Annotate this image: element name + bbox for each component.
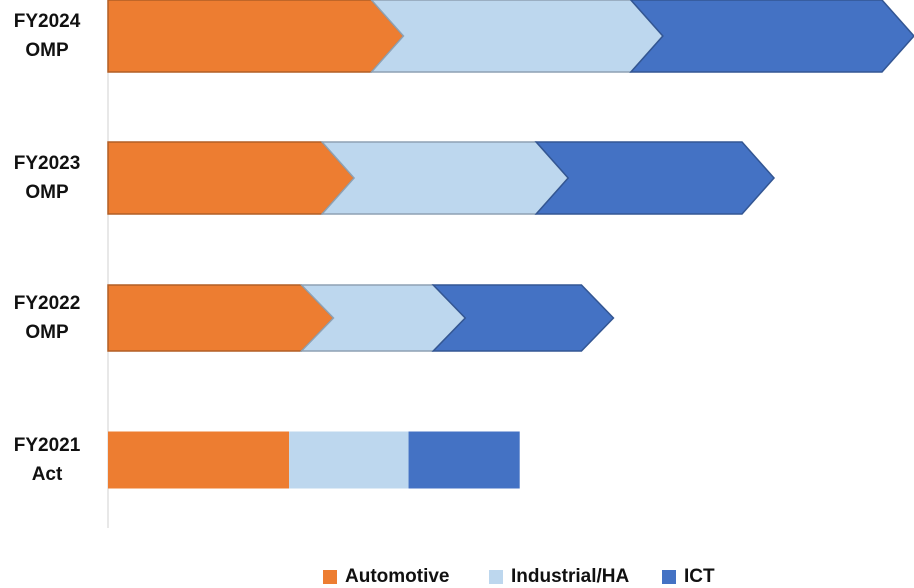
category-label: FY2024 OMP <box>13 11 81 61</box>
bar-segment <box>289 431 409 489</box>
bar-segment <box>107 0 405 73</box>
bar-segment <box>320 141 570 215</box>
legend-label: Automotive <box>345 566 450 587</box>
category-label: FY2022 OMP <box>13 293 81 343</box>
legend-label: ICT <box>684 566 715 587</box>
bar-segment <box>108 431 290 489</box>
legend-swatch <box>323 570 337 584</box>
bar-segment <box>369 0 664 73</box>
bar-segment <box>408 431 520 489</box>
category-label: FY2023 OMP <box>13 153 81 203</box>
bar-segment <box>629 0 914 73</box>
legend-item: Industrial/HA <box>489 566 629 588</box>
bar-segment <box>534 141 776 215</box>
bar-segment <box>107 141 356 215</box>
legend-item: Automotive <box>323 566 450 588</box>
category-label: FY2021 Act <box>13 435 81 485</box>
legend-label: Industrial/HA <box>511 566 630 587</box>
bar-segment <box>107 284 335 352</box>
legend-item: ICT <box>662 566 715 588</box>
bar-segment <box>431 284 615 352</box>
legend-swatch <box>662 570 676 584</box>
legend-swatch <box>489 570 503 584</box>
